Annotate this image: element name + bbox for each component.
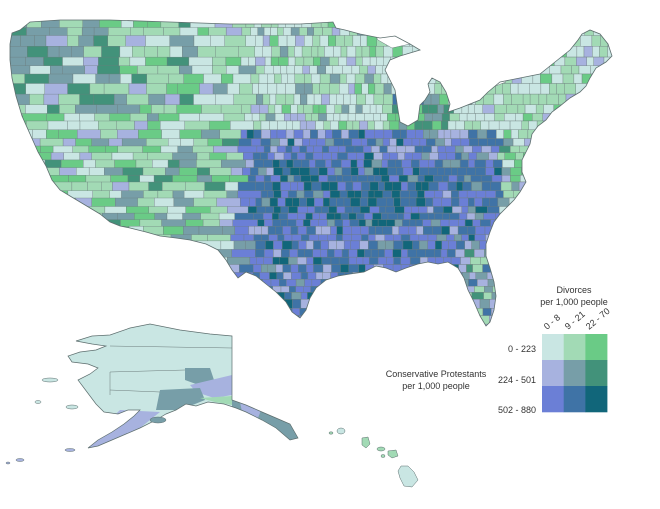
legend-cell	[585, 334, 608, 361]
legend-cell	[585, 386, 608, 413]
legend-row-label-2: 502 - 880	[498, 405, 536, 415]
legend-cell	[542, 334, 564, 361]
legend-row-label-0: 0 - 223	[508, 344, 536, 354]
legend-column-label-2: 22 - 70	[584, 306, 612, 332]
legend-cell	[563, 334, 586, 361]
legend-column-label-0: 0 - 8	[542, 312, 562, 331]
legend-column-label-1: 9 - 21	[563, 309, 587, 331]
legend-row-title-line2: per 1,000 people	[402, 381, 470, 391]
legend-cell	[542, 386, 564, 413]
legend-cell	[563, 360, 586, 387]
bivariate-legend: Divorces per 1,000 people 0 - 8 9 - 21 2…	[386, 285, 612, 415]
alaska-map	[5, 323, 299, 465]
legend-row-label-1: 224 - 501	[498, 375, 536, 385]
legend-cell	[542, 360, 564, 387]
contiguous-us-map	[9, 19, 613, 327]
legend-column-title-line1: Divorces	[556, 285, 592, 295]
legend-cell	[585, 360, 608, 387]
legend-column-title-line2: per 1,000 people	[540, 297, 608, 307]
legend-row-title-line1: Conservative Protestants	[386, 369, 487, 379]
legend-color-grid	[542, 334, 608, 413]
legend-cell	[563, 386, 586, 413]
hawaii-map	[328, 427, 419, 488]
